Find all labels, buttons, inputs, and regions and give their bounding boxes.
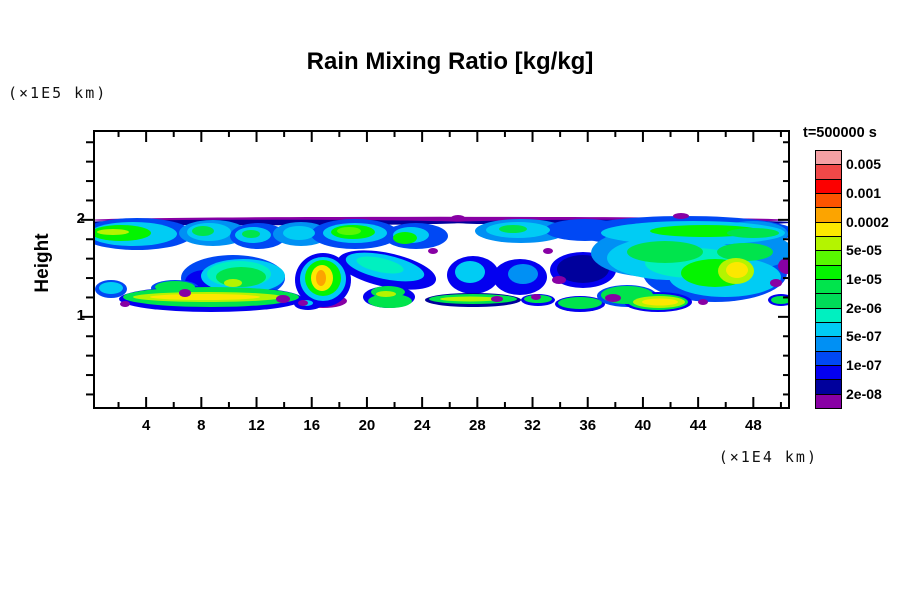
colorbar-cell [815,178,842,195]
time-annotation: t=500000 s [803,125,877,141]
colorbar-cell [815,164,842,180]
colorbar-cell [815,365,842,381]
colorbar-cell [815,250,842,266]
colorbar-cell [815,322,842,338]
contour-field [93,213,790,312]
colorbar-cell [815,207,842,223]
x-tick-label: 44 [689,417,707,434]
colorbar-label: 0.001 [846,185,882,201]
x-tick-label: 12 [248,417,265,434]
y-axis-title: Height [32,233,53,293]
x-tick-label: 20 [358,417,376,434]
y-axis-unit-label: (×1E5 km) [8,84,108,102]
colorbar [815,150,842,410]
x-tick-label: 28 [468,417,486,434]
x-tick-label: 24 [413,417,431,434]
x-tick-label: 4 [141,417,151,434]
colorbar-label: 2e-08 [846,385,882,402]
colorbar-cell [815,393,842,410]
colorbar-label: 5e-05 [846,242,882,259]
y-tick-label: 2 [76,209,85,227]
colorbar-cell [815,193,842,209]
colorbar-label: 0.005 [846,156,882,173]
colorbar-cell [815,379,842,395]
colorbar-cell [815,293,842,309]
colorbar-cell [815,307,842,324]
colorbar-cell [815,350,842,367]
x-tick-label: 40 [634,417,652,434]
colorbar-cell [815,279,842,295]
x-tick-label: 16 [303,417,321,434]
x-tick-label: 36 [579,417,597,434]
colorbar-label: 0.0002 [846,213,889,230]
colorbar-label: 1e-05 [846,271,882,287]
colorbar-label: 2e-06 [846,299,882,316]
colorbar-cell [815,264,842,281]
colorbar-label: 1e-07 [846,357,882,373]
plot-area [81,130,790,409]
x-tick-label: 8 [197,417,206,434]
chart-title: Rain Mixing Ratio [kg/kg] [306,48,594,75]
colorbar-cell [815,150,842,166]
colorbar-label: 5e-07 [846,328,882,345]
x-tick-label: 32 [524,417,541,434]
x-axis-unit-label: (×1E4 km) [718,448,818,466]
colorbar-cell [815,236,842,252]
plot-frame [93,130,790,409]
x-tick-label: 48 [744,417,762,434]
colorbar-cell [815,221,842,238]
colorbar-cell [815,336,842,352]
y-tick-label: 1 [76,306,85,324]
